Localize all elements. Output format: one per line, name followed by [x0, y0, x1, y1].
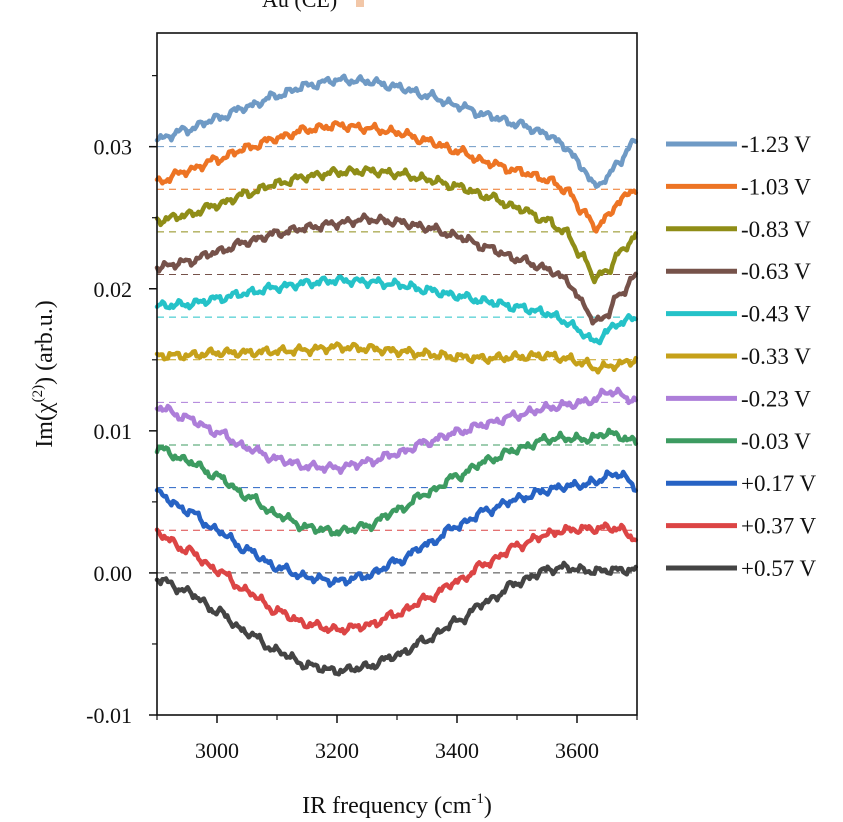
series-line	[154, 73, 639, 189]
x-axis: 3000 3200 3400 3600	[156, 715, 638, 763]
y-axis-title-main: Im(χ	[32, 402, 58, 448]
series-line	[154, 427, 639, 537]
series-line	[154, 212, 639, 326]
top-caption-swatch	[356, 0, 364, 7]
x-tick-label: 3000	[195, 738, 239, 763]
y-tick-label: 0.00	[94, 561, 133, 586]
legend-label: +0.37 V	[741, 514, 817, 539]
legend-label: -0.03 V	[741, 429, 811, 454]
series-line	[154, 341, 639, 375]
legend: -1.23 V -1.03 V -0.83 V -0.63 V -0.43 V -0.33…	[666, 132, 817, 581]
y-axis-title-sup: (2)	[30, 385, 46, 403]
legend-label: -0.43 V	[741, 302, 811, 327]
x-axis-title-close: )	[484, 793, 492, 819]
series-line	[154, 274, 639, 346]
series-line	[154, 386, 639, 475]
series-line	[154, 120, 639, 234]
y-axis-title: Im(χ(2)) (arb.u.)	[30, 300, 58, 447]
y-axis-title-close: ) (arb.u.)	[32, 300, 58, 385]
legend-label: -0.33 V	[741, 344, 811, 369]
x-axis-title: IR frequency (cm-1)	[302, 791, 492, 819]
series-layer	[154, 73, 639, 677]
series-line	[154, 469, 639, 588]
legend-label: -0.63 V	[741, 259, 811, 284]
x-axis-title-sup: -1	[471, 791, 484, 807]
x-tick-label: 3200	[315, 738, 359, 763]
y-tick-label: 0.02	[94, 277, 133, 302]
legend-label: -1.23 V	[741, 132, 811, 157]
series-line	[154, 165, 639, 285]
y-tick-label: -0.01	[86, 703, 132, 728]
legend-label: +0.17 V	[741, 471, 817, 496]
y-tick-label: 0.03	[94, 135, 133, 160]
series-line	[154, 521, 639, 636]
y-axis: -0.01 0.00 0.01 0.02 0.03	[86, 75, 157, 728]
legend-label: +0.57 V	[741, 556, 817, 581]
x-tick-label: 3600	[555, 738, 599, 763]
y-tick-label: 0.01	[94, 419, 133, 444]
legend-label: -0.83 V	[741, 217, 811, 242]
x-tick-label: 3400	[435, 738, 479, 763]
top-caption: Au (CE)	[262, 0, 337, 12]
series-line	[154, 560, 639, 677]
legend-label: -0.23 V	[741, 386, 811, 411]
legend-label: -1.03 V	[741, 174, 811, 199]
x-axis-title-main: IR frequency (cm	[302, 793, 472, 819]
